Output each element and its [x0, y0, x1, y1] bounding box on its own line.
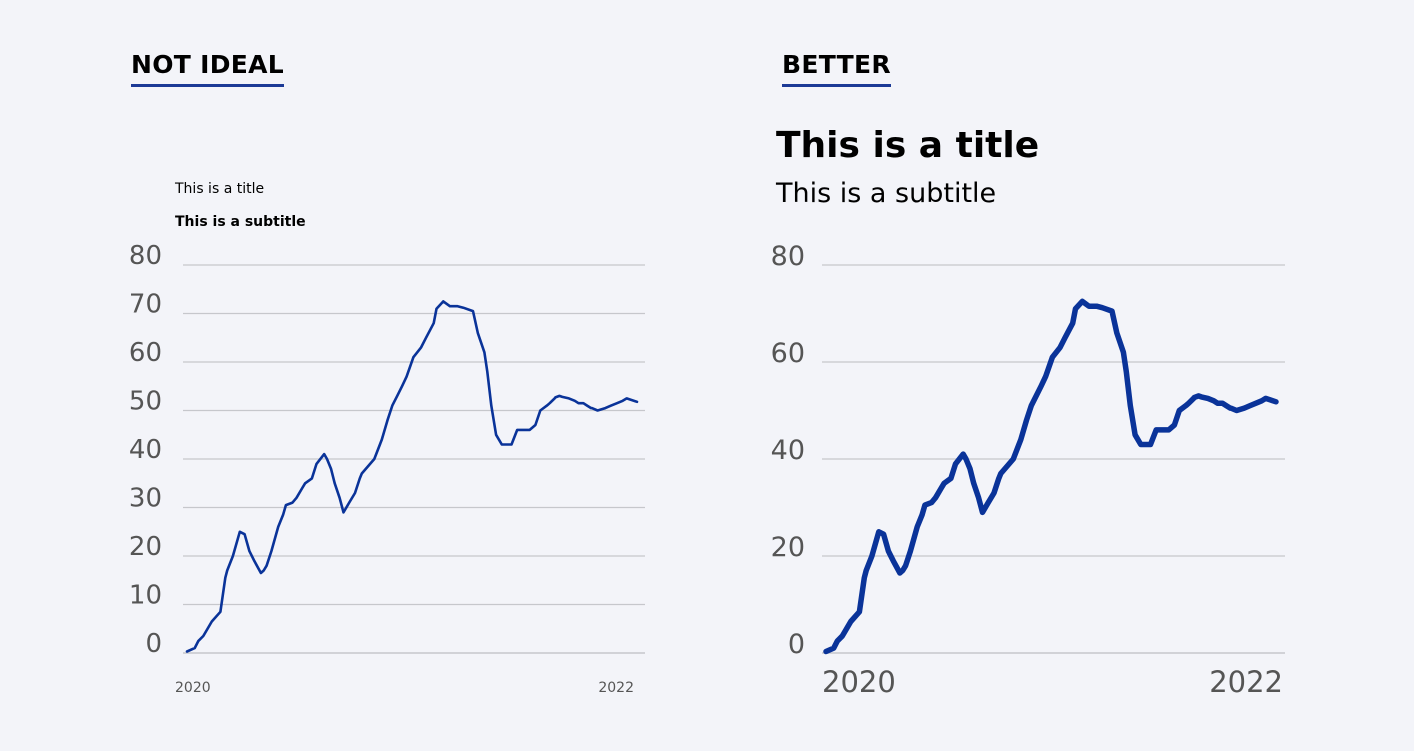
chart-subtitle: This is a subtitle	[175, 214, 306, 230]
better-heading: BETTER	[782, 50, 891, 87]
y-tick-label: 0	[788, 629, 805, 660]
y-tick-label: 60	[129, 338, 162, 368]
not-ideal-heading: NOT IDEAL	[131, 50, 285, 87]
y-tick-label: 80	[129, 241, 162, 271]
chart-subtitle: This is a subtitle	[775, 178, 996, 209]
y-tick-label: 0	[145, 629, 162, 659]
x-tick-label: 2022	[598, 680, 634, 696]
y-tick-label: 20	[129, 532, 162, 562]
y-tick-label: 40	[129, 435, 162, 465]
data-line	[185, 300, 639, 653]
x-tick-label: 2020	[175, 680, 211, 696]
y-tick-label: 70	[129, 290, 162, 320]
y-tick-label: 40	[771, 435, 805, 466]
x-tick-label: 2022	[1209, 665, 1283, 699]
y-tick-label: 20	[771, 532, 805, 563]
y-tick-label: 10	[129, 581, 162, 611]
chart-title: This is a title	[776, 125, 1039, 166]
y-tick-label: 30	[129, 484, 162, 514]
y-tick-label: 80	[771, 241, 805, 272]
y-tick-label: 60	[771, 338, 805, 369]
y-tick-label: 50	[129, 387, 162, 417]
x-tick-label: 2020	[822, 665, 896, 699]
data-line	[823, 298, 1279, 655]
chart-title: This is a title	[174, 181, 264, 197]
